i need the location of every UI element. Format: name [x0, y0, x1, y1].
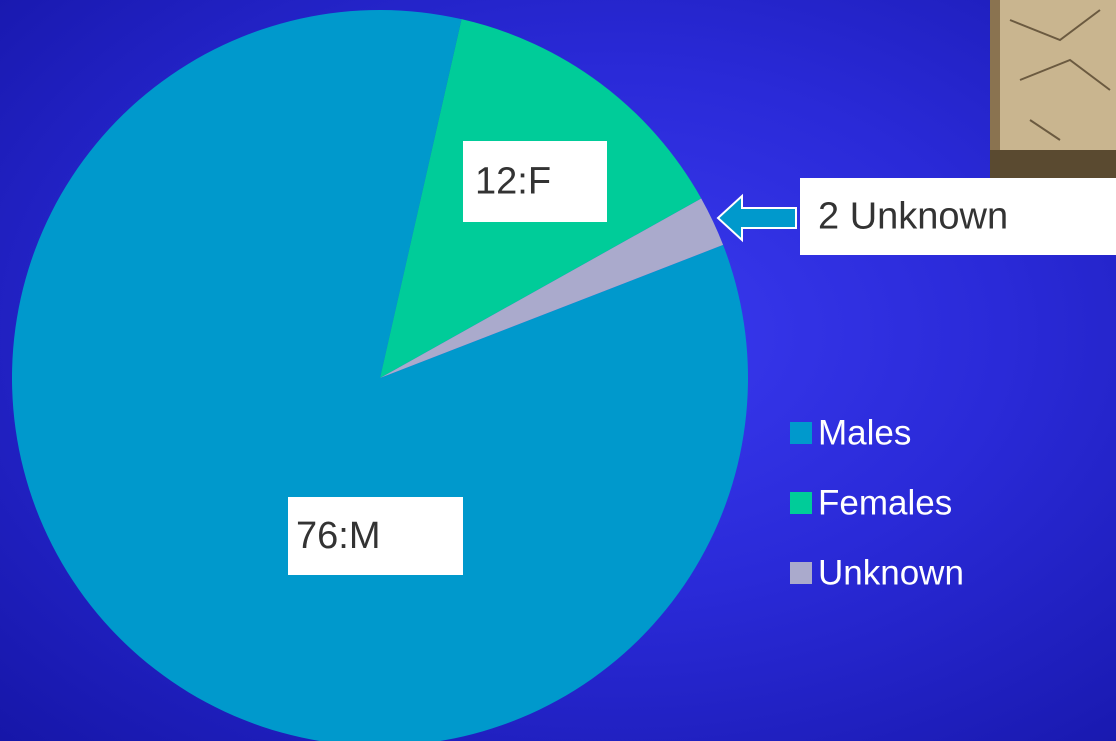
legend-swatch — [790, 422, 812, 444]
data-label: 76:M — [296, 515, 380, 557]
data-label: 12:F — [475, 161, 551, 203]
data-label: 2 Unknown — [818, 196, 1008, 238]
legend-swatch — [790, 492, 812, 514]
legend-label: Females — [818, 483, 952, 522]
legend-label: Males — [818, 413, 911, 452]
pie-slice — [12, 10, 748, 741]
label-box — [288, 497, 463, 575]
pie-slice — [380, 198, 724, 378]
label-box — [800, 178, 1116, 255]
photo — [990, 0, 1116, 178]
legend-label: Unknown — [818, 553, 964, 592]
label-box — [463, 141, 607, 222]
callout-arrow — [716, 193, 797, 243]
legend-swatch — [790, 562, 812, 584]
